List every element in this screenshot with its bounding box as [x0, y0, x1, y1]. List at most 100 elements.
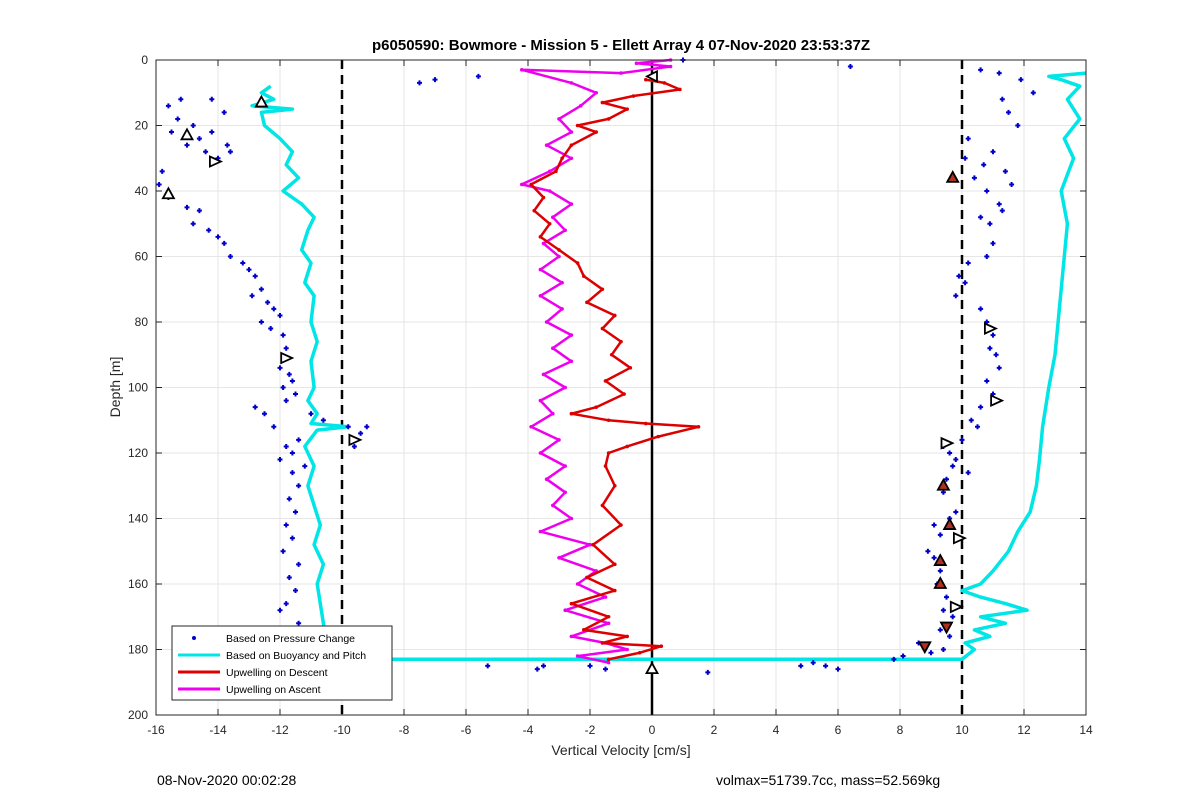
pressure-point	[159, 168, 165, 174]
ascent-point	[563, 608, 567, 612]
pressure-point	[978, 67, 984, 73]
pressure-point	[215, 234, 221, 240]
pressure-point	[847, 64, 853, 70]
ascent-marker	[348, 433, 363, 447]
pressure-point	[417, 80, 422, 86]
x-tick-label: 0	[649, 723, 656, 737]
pressure-point	[978, 306, 984, 312]
y-tick-label: 20	[135, 119, 149, 133]
plot-frame	[155, 59, 1087, 716]
descent-point	[532, 208, 536, 213]
pressure-point	[283, 398, 289, 404]
pressure-point	[1018, 77, 1024, 83]
pressure-point	[944, 476, 949, 482]
legend: Based on Pressure Change Based on Buoyanc…	[171, 625, 393, 701]
y-tick-label: 200	[128, 708, 148, 722]
legend-label: Based on Pressure Change	[226, 633, 355, 645]
ascent-marker	[917, 641, 932, 655]
descent-point	[600, 326, 605, 331]
pressure-point	[302, 463, 308, 469]
ascent-point	[668, 64, 673, 69]
pressure-point	[240, 260, 246, 266]
ascent-point	[541, 372, 546, 377]
descent-point	[622, 392, 626, 396]
x-tick-label: -8	[399, 723, 410, 737]
pressure-point	[993, 352, 999, 358]
pressure-point	[975, 424, 980, 430]
descent-point	[625, 444, 629, 449]
x-tick-label: -10	[333, 723, 351, 737]
y-tick-label: 40	[135, 184, 149, 198]
pressure-point	[940, 607, 946, 613]
y-tick-label: 80	[135, 315, 149, 329]
pressure-point	[981, 162, 987, 168]
pressure-point	[990, 332, 996, 338]
ascent-marker	[208, 155, 224, 168]
ascent-point	[563, 385, 567, 390]
pressure-point	[1002, 168, 1008, 174]
pressure-point	[190, 221, 196, 227]
descent-point	[582, 274, 586, 278]
pressure-point	[953, 293, 959, 299]
y-tick-label: 140	[128, 512, 148, 526]
descent-point	[662, 81, 667, 85]
pressure-point	[965, 136, 971, 142]
ascent-point	[575, 582, 580, 586]
pressure-point	[221, 109, 227, 115]
pressure-point	[196, 208, 202, 214]
descent-point	[606, 657, 611, 662]
descent-point	[606, 614, 611, 619]
pressure-point	[169, 129, 174, 135]
pressure-point	[156, 181, 162, 187]
ascent-point	[569, 156, 574, 161]
pressure-point	[984, 188, 990, 194]
descent-point	[603, 464, 608, 468]
y-tick-label: 180	[128, 643, 148, 657]
ascent-point	[547, 169, 552, 174]
descent-point	[603, 379, 608, 383]
pressure-point	[203, 149, 209, 155]
descent-marker	[161, 186, 176, 200]
descent-point	[613, 483, 617, 488]
pressure-point	[286, 496, 292, 502]
chart-title: p6050590: Bowmore - Mission 5 - Ellett A…	[372, 37, 870, 54]
pressure-point	[937, 568, 943, 574]
pressure-point	[534, 666, 540, 672]
descent-point	[637, 650, 642, 655]
ascent-point	[529, 425, 533, 429]
x-tick-label: -16	[147, 723, 165, 737]
descent-point	[575, 261, 580, 265]
ascent-marker	[644, 69, 658, 83]
descent-point	[594, 130, 598, 134]
pressure-point	[931, 522, 937, 528]
ascent-point	[557, 117, 561, 121]
descent-point	[569, 411, 574, 416]
descent-point	[613, 313, 617, 318]
pressure-point	[990, 149, 996, 155]
y-axis-label: Depth [m]	[107, 357, 123, 418]
ascent-point	[557, 556, 561, 560]
x-tick-label: 14	[1079, 723, 1093, 737]
pressure-point	[364, 424, 370, 430]
ascent-point	[544, 477, 549, 482]
descent-point	[613, 588, 617, 593]
ascent-marker	[984, 322, 999, 335]
pressure-point	[286, 574, 292, 580]
y-tick-label: 120	[128, 446, 148, 460]
ascent-point	[588, 542, 592, 547]
pressure-point	[345, 424, 351, 430]
pressure-point	[959, 437, 965, 443]
pressure-point	[891, 656, 897, 662]
ascent-point	[551, 503, 555, 508]
ascent-point	[557, 254, 561, 259]
pressure-point	[541, 663, 546, 669]
pressure-point	[944, 594, 949, 600]
pressure-point	[603, 666, 608, 672]
pressure-point	[165, 103, 171, 109]
pressure-point	[999, 208, 1005, 214]
descent-point	[696, 425, 701, 429]
ascent-marker	[949, 600, 964, 614]
pressure-point	[940, 647, 946, 652]
pressure-point	[283, 345, 289, 351]
